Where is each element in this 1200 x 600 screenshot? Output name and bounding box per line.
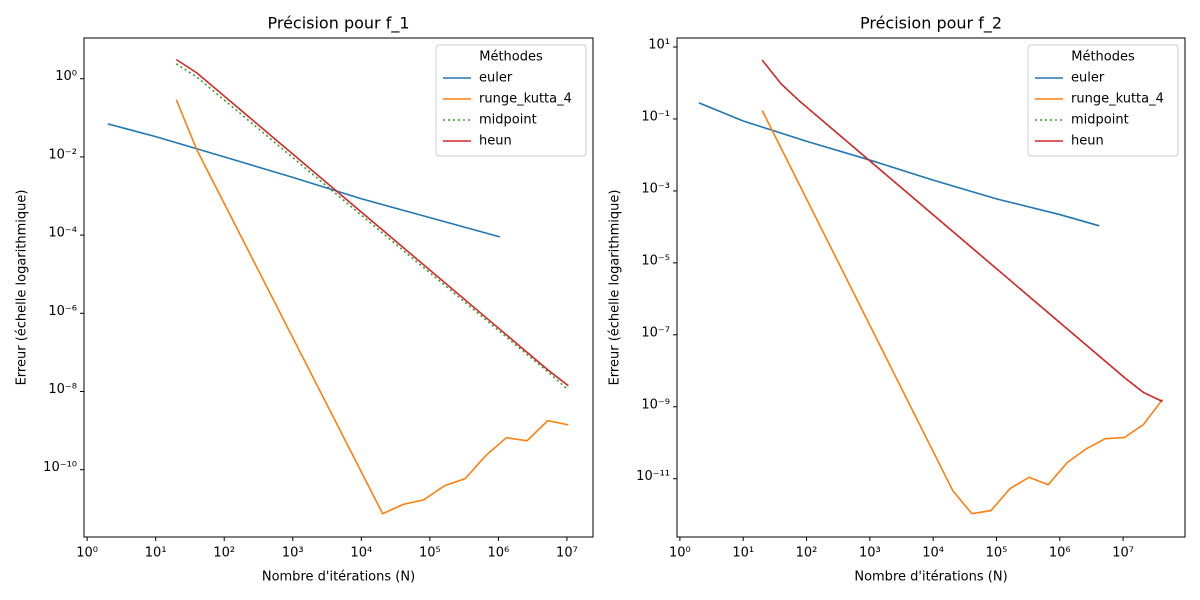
x-tick-label: 10⁵ [419,546,441,561]
y-axis-label: Erreur (échelle logarithmique) [608,190,623,386]
subplot: Précision pour f_2 Nombre d'itérations (N… [608,14,1186,585]
series-line [175,58,569,387]
legend-label: heun [1071,134,1104,149]
x-axis-label: Nombre d'itérations (N) [854,570,1007,585]
x-tick-label: 10² [796,546,818,561]
legend-box [1027,44,1179,157]
legend-label: heun [479,134,512,149]
y-tick-label: 10⁻¹¹ [636,469,670,484]
y-tick-label: 10⁻¹⁰ [43,460,77,475]
plot-frame [83,37,594,538]
series-line [107,123,501,238]
x-tick-label: 10⁶ [1049,546,1071,561]
y-tick-label: 10⁻⁴ [48,226,77,241]
y-tick-label: 10⁻⁸ [48,382,77,397]
series-line [175,63,569,391]
x-tick-label: 10⁵ [986,546,1008,561]
legend-label: midpoint [1071,113,1129,128]
plot-frame [676,37,1186,538]
series-line [175,99,569,515]
y-tick-label: 10¹ [648,38,670,53]
y-tick-label: 10⁻² [48,147,77,162]
subplot: Précision pour f_1 Nombre d'itérations (N… [15,14,594,585]
y-tick-label: 10⁻⁶ [48,304,77,319]
legend-title: Méthodes [479,50,543,65]
x-tick-label: 10⁷ [1112,546,1134,561]
x-tick-label: 10⁴ [922,546,944,561]
legend-label: euler [1071,71,1105,86]
legend-label: midpoint [479,113,537,128]
y-axis-label: Erreur (échelle logarithmique) [15,190,30,386]
x-tick-label: 10² [213,546,235,561]
legend-label: runge_kutta_4 [1071,92,1164,107]
y-tick-label: 10⁻¹ [641,109,670,124]
series-line [761,59,1163,403]
x-axis-label: Nombre d'itérations (N) [262,570,415,585]
legend-box [435,44,587,157]
y-tick-label: 10⁻⁷ [641,325,670,340]
legend-label: runge_kutta_4 [479,92,572,107]
y-tick-label: 10⁰ [55,69,77,84]
legend-label: euler [479,71,513,86]
x-tick-label: 10⁷ [556,546,578,561]
series-line [698,102,1100,227]
x-tick-label: 10¹ [145,546,167,561]
x-tick-label: 10⁰ [76,546,98,561]
chart-title: Précision pour f_1 [267,14,409,34]
x-tick-label: 10⁴ [350,546,372,561]
series-line [761,110,1164,515]
x-tick-label: 10³ [859,546,881,561]
y-tick-label: 10⁻⁵ [641,253,670,268]
x-tick-label: 10⁶ [488,546,510,561]
x-tick-label: 10⁰ [669,546,691,561]
x-tick-label: 10³ [282,546,304,561]
legend-title: Méthodes [1071,50,1135,65]
y-tick-label: 10⁻⁹ [641,397,670,412]
chart-title: Précision pour f_2 [860,14,1002,34]
y-tick-label: 10⁻³ [641,181,670,196]
x-tick-label: 10¹ [732,546,754,561]
